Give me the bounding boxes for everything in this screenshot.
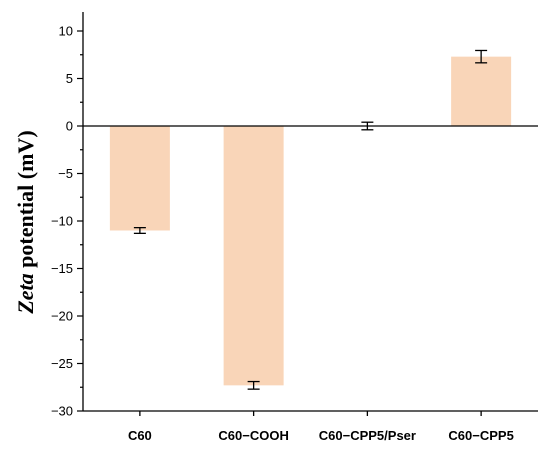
y-tick-label: 0 [66,119,73,134]
bar [109,126,170,231]
x-tick-label: C60−CPP5/Pser [319,428,416,443]
y-axis-title-rest: potential (mV) [13,130,38,273]
x-tick-label: C60−CPP5 [448,428,513,443]
error-bars-group [133,49,488,390]
x-tick-label: C60−COOH [218,428,288,443]
x-axis: C60 C60−COOH C60−CPP5/Pser C60−CPP5 [83,410,538,443]
y-tick-label: −25 [51,356,73,371]
bars-group [109,56,512,386]
y-tick-label: −10 [51,214,73,229]
y-axis-title: Zeta potential (mV) [13,130,38,314]
y-tick-label: −15 [51,261,73,276]
y-axis: −30 −25 −20 −15 −10 −5 0 5 10 [51,12,84,419]
bar [451,56,512,126]
y-tick-label: −20 [51,309,73,324]
y-tick-label: −30 [51,404,73,419]
y-tick-label: 5 [66,71,73,86]
y-tick-label: −5 [58,166,73,181]
y-tick-label: 10 [59,24,73,39]
bar [223,126,284,386]
x-tick-label: C60 [128,428,152,443]
y-axis-title-italic: Zeta [13,273,38,314]
